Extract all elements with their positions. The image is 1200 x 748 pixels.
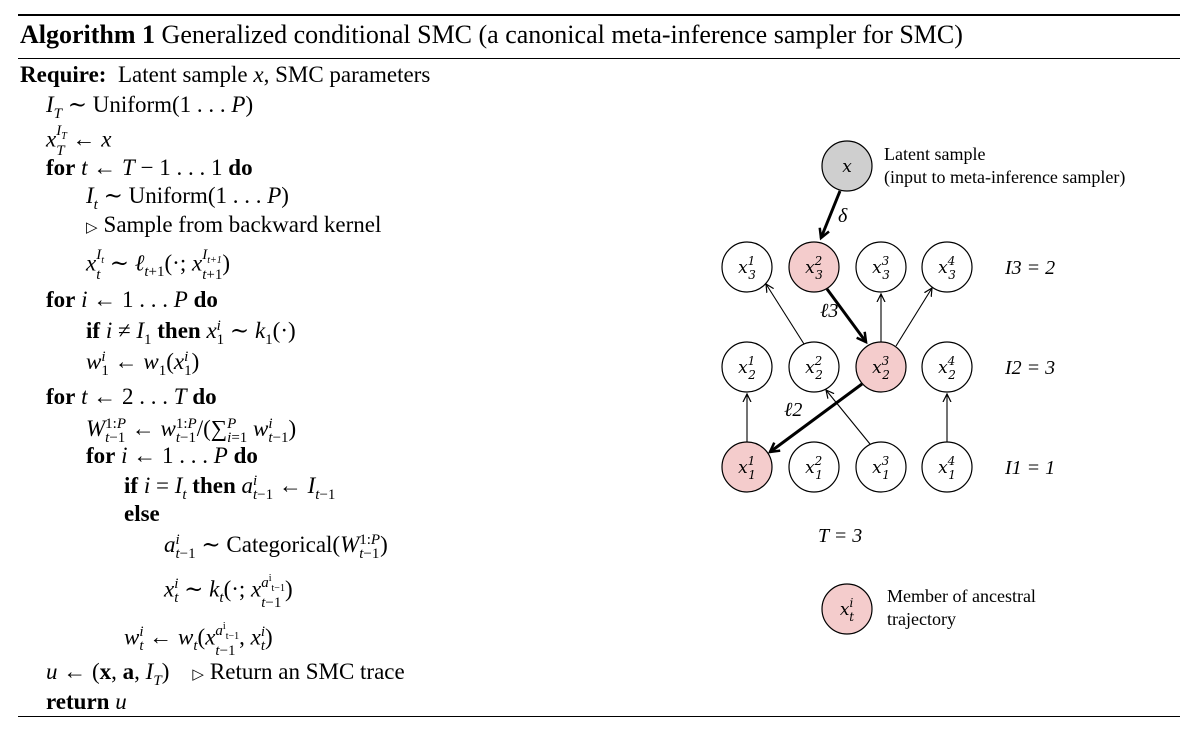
latent-caption-line2: (input to meta-inference sampler) (884, 167, 1125, 188)
T-label: T = 3 (818, 525, 862, 547)
algo-line-10: for t ← 2 . . . T do (46, 384, 217, 409)
edge-l2 (767, 382, 863, 454)
algo-line-13: if i = It then a i t−1 ← It−1 (124, 472, 336, 503)
algorithm-number: Algorithm 1 (20, 20, 156, 49)
algo-line-1: IT ∼ Uniform(1 . . . P) (46, 92, 254, 122)
node-x2-3-label: x3 2 (872, 354, 890, 382)
latent-node (821, 140, 873, 192)
algo-line-12: for i ← 1 . . . P do (86, 443, 258, 468)
latent-node-label: x (842, 157, 852, 177)
node-x3-1 (721, 241, 773, 293)
edge-delta-label: δ (838, 205, 848, 227)
node-x3-2-label: x2 3 (805, 254, 823, 282)
node-x2-4-label: x4 2 (938, 354, 956, 382)
edge-l3 (825, 288, 868, 345)
node-x1-4-label: x4 1 (938, 454, 956, 482)
require-text: Latent sample x, SMC parameters (112, 62, 431, 87)
require-label: Require: (20, 62, 107, 87)
algorithm-title: Generalized conditional SMC (a canonical… (161, 20, 963, 49)
smc-trajectory-diagram: x Latent sample (input to meta-inference… (721, 140, 1125, 635)
node-x2-1-label: x1 2 (738, 354, 756, 382)
node-x1-1-label: x1 1 (738, 454, 756, 482)
algo-line-18: u ← (x, a, IT) ▷ Return an SMC trace (46, 659, 405, 689)
latent-caption-line1: Latent sample (884, 144, 985, 164)
edge-l2-label: ℓ2 (784, 399, 802, 421)
edge-x22-to-x31 (766, 284, 805, 345)
node-x3-4 (921, 241, 973, 293)
legend-node-label: xi t (840, 596, 854, 624)
node-x3-3 (855, 241, 907, 293)
algo-line-else: else (124, 501, 160, 526)
require-line: Require: Latent sample x, SMC parameters (20, 60, 430, 90)
row-label-I1: I1 = 1 (1004, 457, 1055, 479)
node-x2-2 (788, 341, 840, 393)
mid-rule (18, 58, 1180, 59)
algo-line-7: for i ← 1 . . . P do (46, 287, 218, 312)
legend-text-line2: trajectory (887, 609, 956, 629)
edge-delta (818, 190, 842, 241)
bottom-rule (18, 716, 1180, 717)
algorithm-caption: Algorithm 1 Generalized conditional SMC … (20, 20, 963, 50)
node-x2-1 (721, 341, 773, 393)
algo-comment-backward: ▷ Sample from backward kernel (86, 212, 382, 237)
node-x3-4-label: x4 3 (938, 254, 956, 282)
row-label-I3: I3 = 2 (1004, 257, 1055, 279)
node-x2-2-label: x2 2 (805, 354, 823, 382)
node-x1-2 (788, 441, 840, 493)
algo-line-return: return u (46, 689, 127, 714)
edge-x13-to-x22 (826, 390, 871, 445)
node-x3-2 (788, 241, 840, 293)
legend-text-line1: Member of ancestral (887, 586, 1036, 606)
node-x1-2-label: x2 1 (805, 454, 823, 482)
algo-line-6: x It t ∼ ℓt+1(·; x It+1 t+1) (86, 247, 231, 283)
algo-line-15: a i t−1 ∼ Categorical(W 1:P t−1) (164, 531, 388, 562)
top-rule (18, 14, 1180, 16)
legend-node (821, 583, 873, 635)
edge-l3-label: ℓ3 (820, 300, 838, 322)
node-x3-1-label: x1 3 (738, 254, 756, 282)
node-x3-3-label: x3 3 (872, 254, 890, 282)
algo-line-4: It ∼ Uniform(1 . . . P) (86, 183, 289, 213)
edge-x23-to-x34 (895, 288, 932, 347)
node-x2-4 (921, 341, 973, 393)
algo-line-2: x IT T ← x (46, 123, 112, 159)
node-x1-3-label: x3 1 (872, 454, 890, 482)
node-x1-3 (855, 441, 907, 493)
algo-line-3: for t ← T − 1 . . . 1 do (46, 155, 253, 180)
row-label-I2: I2 = 3 (1004, 357, 1055, 379)
